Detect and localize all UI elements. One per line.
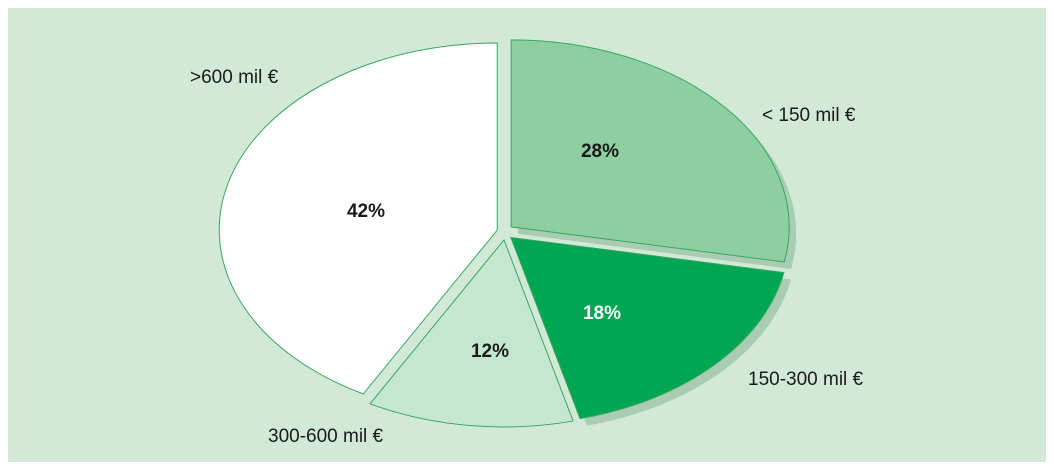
- label-layer: 28% < 150 mil € 18% 150-300 mil € 12% 300-600…: [190, 67, 864, 447]
- slice: [218, 42, 498, 395]
- value-label: 12%: [471, 341, 509, 362]
- slice: [369, 238, 574, 428]
- slice-layer: [218, 39, 790, 428]
- value-label: 18%: [583, 303, 621, 324]
- slice: [510, 39, 790, 263]
- category-label: 300-600 mil €: [268, 426, 384, 447]
- category-label: >600 mil €: [190, 67, 279, 88]
- category-label: < 150 mil €: [762, 105, 856, 126]
- category-label: 150-300 mil €: [748, 369, 864, 390]
- value-label: 42%: [347, 201, 385, 222]
- slice: [510, 236, 785, 420]
- value-label: 28%: [581, 141, 619, 162]
